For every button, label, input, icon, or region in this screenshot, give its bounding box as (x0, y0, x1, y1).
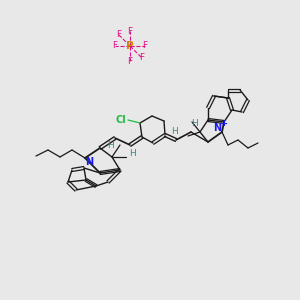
Text: +: + (220, 119, 227, 128)
Text: H: H (108, 142, 114, 151)
Text: H: H (129, 148, 135, 158)
Text: Cl: Cl (115, 115, 126, 125)
Text: N: N (85, 157, 93, 167)
Text: F: F (116, 30, 121, 39)
Text: N: N (213, 123, 221, 133)
Text: F: F (112, 41, 118, 50)
Text: H: H (192, 119, 198, 128)
Text: F: F (128, 56, 133, 65)
Text: P: P (126, 41, 134, 51)
Text: F: F (142, 41, 148, 50)
Text: F: F (128, 26, 133, 35)
Text: H: H (171, 128, 177, 136)
Text: F: F (139, 53, 144, 62)
